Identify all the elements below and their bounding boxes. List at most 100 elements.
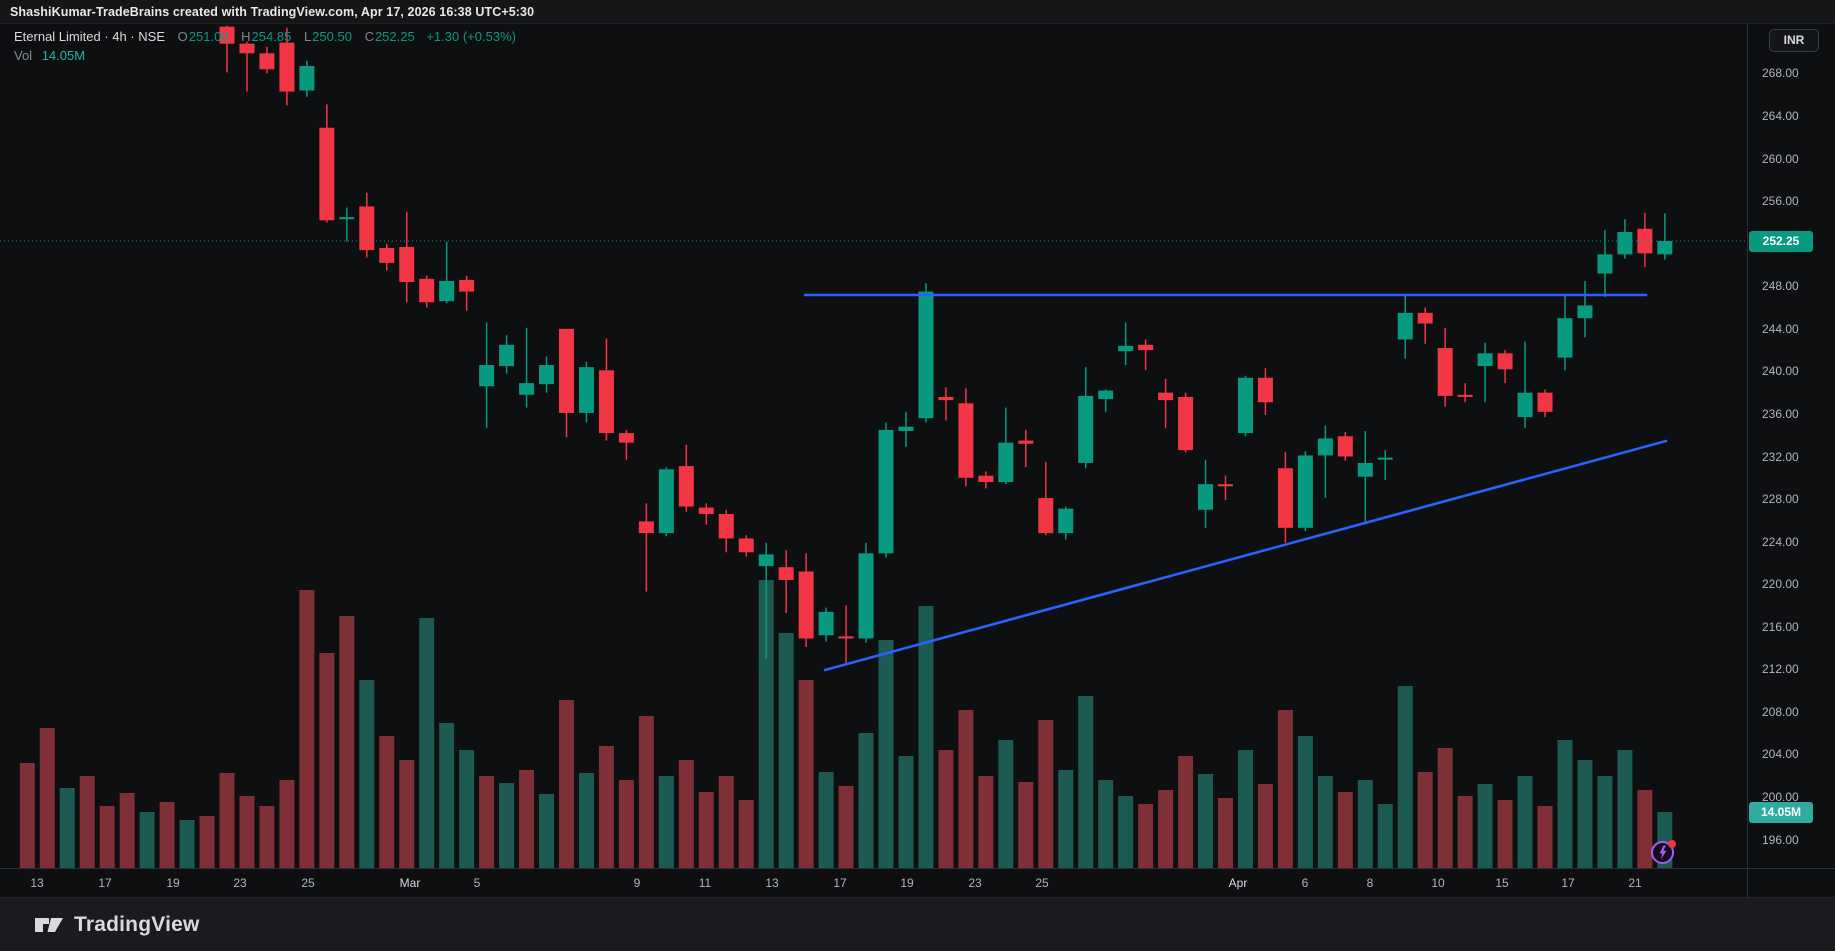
candle-body	[758, 554, 774, 567]
open-label: O	[177, 29, 188, 44]
candle-body	[379, 247, 395, 263]
price-tick: 260.00	[1762, 151, 1799, 166]
volume-bar	[339, 616, 355, 868]
candle-body	[1477, 353, 1493, 367]
time-tick: 11	[698, 876, 712, 890]
candle-body	[1597, 254, 1613, 274]
volume-value: 14.05M	[41, 48, 86, 63]
volume-bar	[1477, 784, 1493, 868]
candle-body	[978, 475, 994, 483]
candle-body	[219, 26, 235, 44]
candle-body	[998, 442, 1014, 483]
candle-body	[419, 278, 435, 303]
volume-bar	[698, 792, 714, 868]
volume-bar	[618, 780, 634, 868]
time-tick: 8	[1366, 876, 1374, 890]
volume-bar	[1457, 796, 1473, 868]
volume-bar	[738, 800, 754, 868]
price-tick: 256.00	[1762, 194, 1799, 209]
chart-canvas[interactable]	[0, 0, 1747, 897]
candle-body	[1497, 353, 1513, 370]
volume-bar	[1038, 720, 1054, 868]
symbol-title[interactable]: Eternal Limited · 4h · NSE	[14, 29, 166, 44]
volume-bar	[1178, 756, 1194, 868]
candle-body	[878, 429, 894, 554]
candle-body	[1297, 455, 1313, 528]
volume-bar	[758, 580, 774, 868]
candle-body	[858, 553, 874, 639]
volume-bar	[1277, 710, 1293, 868]
candle-body	[1018, 440, 1034, 444]
volume-bar	[419, 618, 435, 868]
volume-bar	[239, 796, 255, 868]
candle-body	[658, 469, 674, 534]
time-tick: 6	[1301, 876, 1309, 890]
currency-inr-button[interactable]: INR	[1769, 29, 1819, 52]
candle-body	[1457, 394, 1473, 397]
volume-bar	[379, 736, 395, 868]
candle-body	[1437, 347, 1453, 396]
candle-body	[1237, 377, 1253, 434]
candle-body	[1377, 457, 1393, 460]
price-tick: 204.00	[1762, 747, 1799, 762]
candle-body	[718, 513, 734, 539]
time-tick: Mar	[399, 876, 421, 890]
price-tick: 268.00	[1762, 66, 1799, 81]
candle-body	[279, 42, 295, 92]
candle-body	[898, 426, 914, 431]
volume-bar	[1158, 790, 1174, 868]
volume-bar	[1198, 774, 1214, 868]
tradingview-logo-icon	[35, 918, 63, 932]
volume-bar	[818, 772, 834, 868]
tradingview-logo[interactable]: TradingView	[34, 911, 200, 939]
volume-bar	[1557, 740, 1573, 868]
volume-bar	[159, 802, 175, 868]
volume-bar	[678, 760, 694, 868]
candle-body	[1218, 484, 1233, 487]
time-tick: 9	[633, 876, 641, 890]
volume-bar	[279, 780, 295, 868]
volume-bar	[798, 680, 814, 868]
ascending-support-trendline	[823, 439, 1668, 672]
volume-bar	[898, 756, 914, 868]
volume-bar	[1637, 790, 1653, 868]
time-axis[interactable]: 13 17 19 23 25 Mar 5 9 11 13 17 19 23 25 Apr 6 8 10 15 17 21	[0, 868, 1835, 897]
candle-body	[638, 521, 654, 534]
volume-bar	[319, 653, 335, 868]
candle-body	[1277, 468, 1293, 528]
price-tick: 240.00	[1762, 364, 1799, 379]
time-tick: 17	[98, 876, 112, 890]
candle-body	[698, 507, 714, 514]
symbol-legend: Eternal Limited · 4h · NSE O251.00 H254.…	[14, 29, 516, 63]
time-tick: 15	[1495, 876, 1509, 890]
volume-bar	[638, 716, 654, 868]
price-tick: 220.00	[1762, 577, 1799, 592]
quick-ideas-button[interactable]	[1650, 839, 1677, 866]
volume-bar	[119, 793, 135, 868]
volume-bar	[199, 816, 215, 868]
candle-body	[1178, 396, 1194, 451]
footer-brand-bar: TradingView	[0, 897, 1835, 951]
volume-bar	[1617, 750, 1633, 868]
volume-bar	[1237, 750, 1253, 868]
candle-body	[439, 280, 455, 302]
candle-body	[299, 66, 315, 91]
volume-bar	[1078, 696, 1094, 868]
volume-bar	[359, 680, 375, 868]
volume-bar	[1377, 804, 1393, 868]
time-tick: 23	[968, 876, 982, 890]
volume-bar	[1018, 782, 1034, 868]
volume-bar	[459, 750, 475, 868]
candle-body	[938, 396, 954, 401]
volume-bar	[1138, 804, 1154, 868]
volume-bar	[1537, 806, 1553, 868]
time-tick: 19	[900, 876, 914, 890]
price-axis[interactable]	[1747, 24, 1835, 897]
time-tick: 17	[1561, 876, 1575, 890]
volume-bar	[59, 788, 75, 868]
high-label: H	[241, 29, 251, 44]
lightning-bolt-icon	[1659, 845, 1667, 860]
volume-bar	[978, 776, 994, 868]
candle-body	[1557, 318, 1573, 358]
